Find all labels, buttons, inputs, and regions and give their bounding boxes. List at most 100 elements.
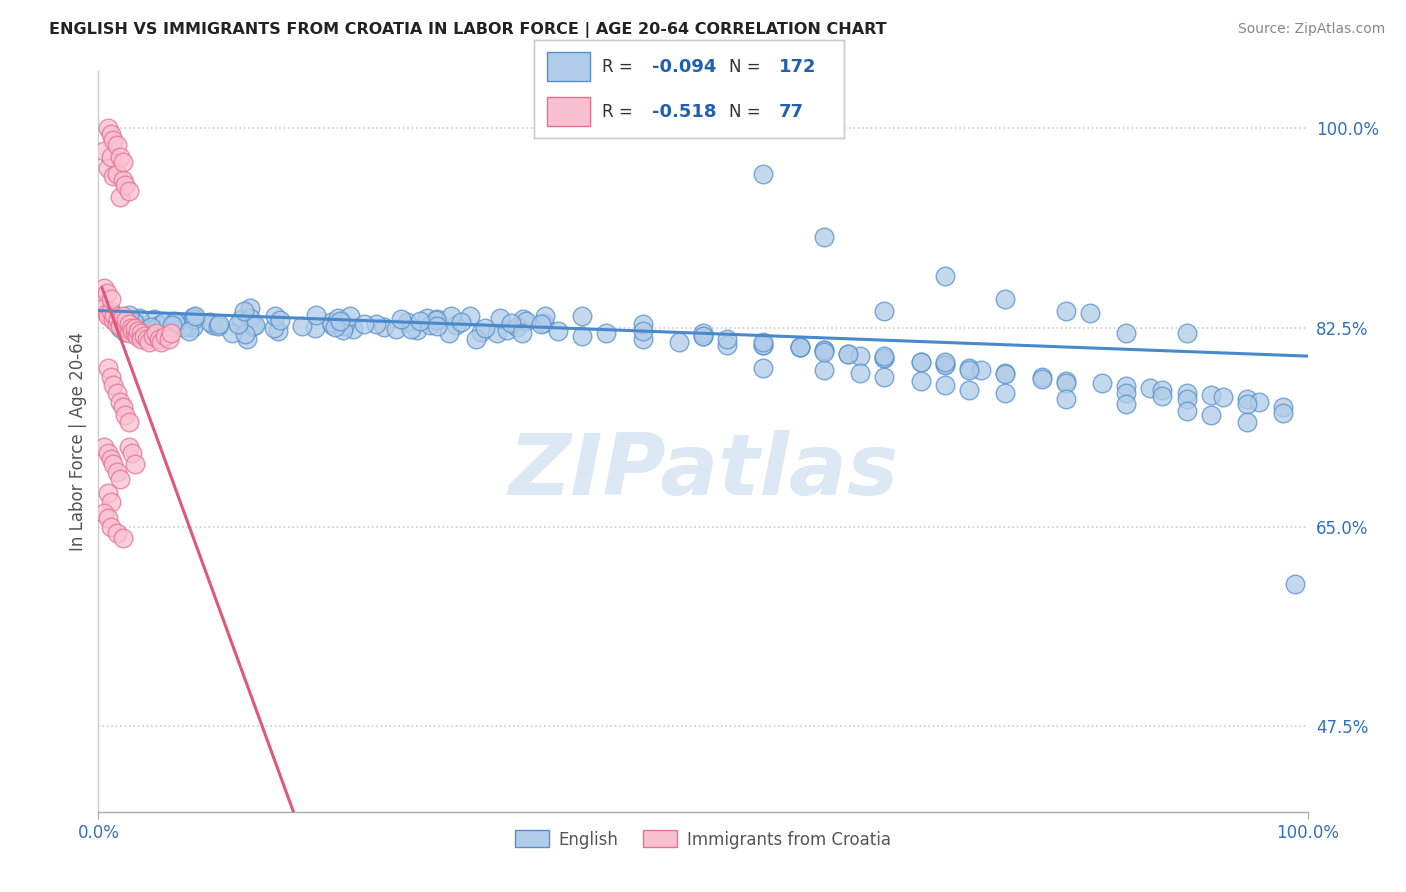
Point [934,377,956,392]
Point [1152,389,1174,403]
Point [267,324,290,338]
Point [512,312,534,326]
Point [157,332,180,346]
Point [101,377,124,392]
Point [1115,385,1137,400]
Point [226,317,249,331]
Point [353,317,375,331]
Point [692,328,714,343]
Point [444,318,467,333]
Point [139,323,162,337]
Text: Source: ZipAtlas.com: Source: ZipAtlas.com [1237,22,1385,37]
Point [121,324,143,338]
Point [364,317,387,331]
Point [440,309,463,323]
Point [1175,326,1198,341]
Bar [547,97,591,127]
Point [243,318,266,333]
Point [489,310,512,325]
Point [873,369,896,384]
Point [1054,376,1077,391]
Point [813,343,835,358]
Point [97,485,120,500]
Point [631,332,654,346]
Point [118,308,141,322]
Point [910,355,932,369]
Point [229,311,252,326]
Point [221,326,243,341]
Point [1212,390,1234,404]
Point [789,340,811,354]
Point [96,306,118,320]
Point [135,332,157,346]
Point [1078,306,1101,320]
Text: ZIPatlas: ZIPatlas [508,430,898,513]
Point [1236,397,1258,411]
Point [437,326,460,340]
Point [1272,401,1295,415]
Point [165,315,187,329]
Point [994,292,1017,306]
Point [97,310,120,324]
Text: 77: 77 [779,103,804,120]
Point [239,310,262,325]
Point [329,314,352,328]
Point [114,178,136,193]
Point [111,315,134,329]
Point [399,321,422,335]
Point [474,320,496,334]
Point [339,310,361,324]
Point [813,363,835,377]
Point [373,319,395,334]
Point [426,312,449,326]
Point [97,121,120,136]
Point [97,360,120,375]
Point [118,317,141,331]
Point [242,318,264,333]
Point [458,310,481,324]
Point [129,332,152,346]
Point [533,316,555,330]
Point [269,312,291,326]
Point [232,303,254,318]
Point [153,315,176,329]
Point [111,155,134,169]
Point [595,326,617,341]
Point [184,310,207,324]
Point [1115,397,1137,411]
Point [716,337,738,351]
Point [108,320,131,334]
Point [105,317,128,331]
Point [177,324,200,338]
Point [419,318,441,332]
Point [239,301,262,316]
Text: R =: R = [602,103,638,120]
Point [752,337,775,351]
Point [416,311,439,326]
Point [408,314,430,328]
Point [332,322,354,336]
Point [994,385,1017,400]
Point [631,317,654,331]
Point [994,368,1017,382]
Point [118,326,141,341]
Point [1249,394,1271,409]
Point [426,319,449,334]
Point [105,525,128,540]
Point [100,303,122,318]
Point [752,337,775,351]
Text: ENGLISH VS IMMIGRANTS FROM CROATIA IN LABOR FORCE | AGE 20-64 CORRELATION CHART: ENGLISH VS IMMIGRANTS FROM CROATIA IN LA… [49,22,887,38]
Point [1115,378,1137,392]
Point [103,308,125,322]
Point [122,314,145,328]
Point [138,335,160,350]
Point [208,318,231,332]
Point [631,324,654,338]
Point [172,319,194,334]
Point [100,150,122,164]
Text: N =: N = [730,58,766,76]
Point [934,269,956,284]
Point [107,312,129,326]
Point [1272,406,1295,420]
Point [183,312,205,326]
